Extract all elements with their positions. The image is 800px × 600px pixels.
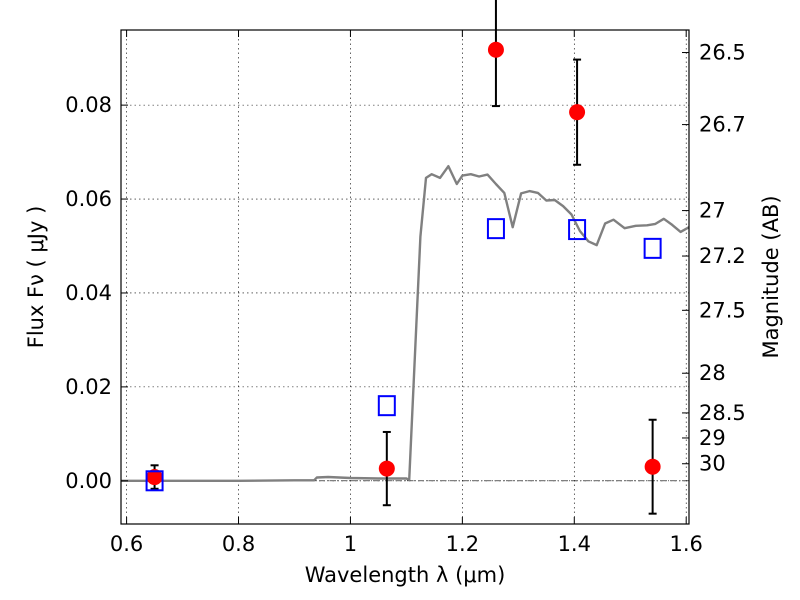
x-tick-label: 1 [344,532,357,556]
mag-tick-label: 28 [699,361,726,385]
mag-tick-label: 28.5 [699,401,746,425]
mag-tick-label: 29 [699,426,726,450]
x-tick-label: 0.8 [222,532,255,556]
observed-points [146,41,661,486]
model-sed-group [121,164,690,482]
plot-frame [120,29,690,525]
axis-ticks: 0.6 0.8 1 1.2 1.4 1.6 0.00 0.02 0.04 0.06 0.08 26.5… [65,30,746,556]
model-point [486,218,505,240]
observed-point [378,460,395,477]
x-tick-label: 0.6 [110,532,143,556]
model-point [145,470,164,492]
model-band-points [145,218,662,492]
y-tick-label: 0.00 [65,469,112,493]
y2-axis-label: Magnitude (AB) [759,195,783,358]
x-tick-label: 1.4 [558,532,591,556]
y-tick-label: 0.08 [65,93,112,117]
mag-tick-label: 27 [699,199,726,223]
model-point [377,395,396,417]
x-tick-label: 1.2 [446,532,479,556]
x-tick-label: 1.6 [669,532,702,556]
y-tick-label: 0.02 [65,375,112,399]
observed-point [644,458,661,475]
observed-point [569,104,586,121]
y-tick-label: 0.06 [65,187,112,211]
mag-tick-label: 27.5 [699,298,746,322]
model-sed-line [121,164,690,482]
observed-point [487,41,504,58]
model-point [568,219,587,241]
observed-point [146,469,163,486]
y-tick-label: 0.04 [65,281,112,305]
mag-tick-label: 26.5 [699,41,746,65]
x-axis-label: Wavelength λ (μm) [305,563,506,587]
model-point [643,237,662,259]
mag-tick-label: 26.7 [699,113,746,137]
mag-tick-label: 27.2 [699,244,746,268]
y-axis-label: Flux Fν ( μJy ) [24,206,48,349]
mag-tick-label: 30 [699,452,726,476]
